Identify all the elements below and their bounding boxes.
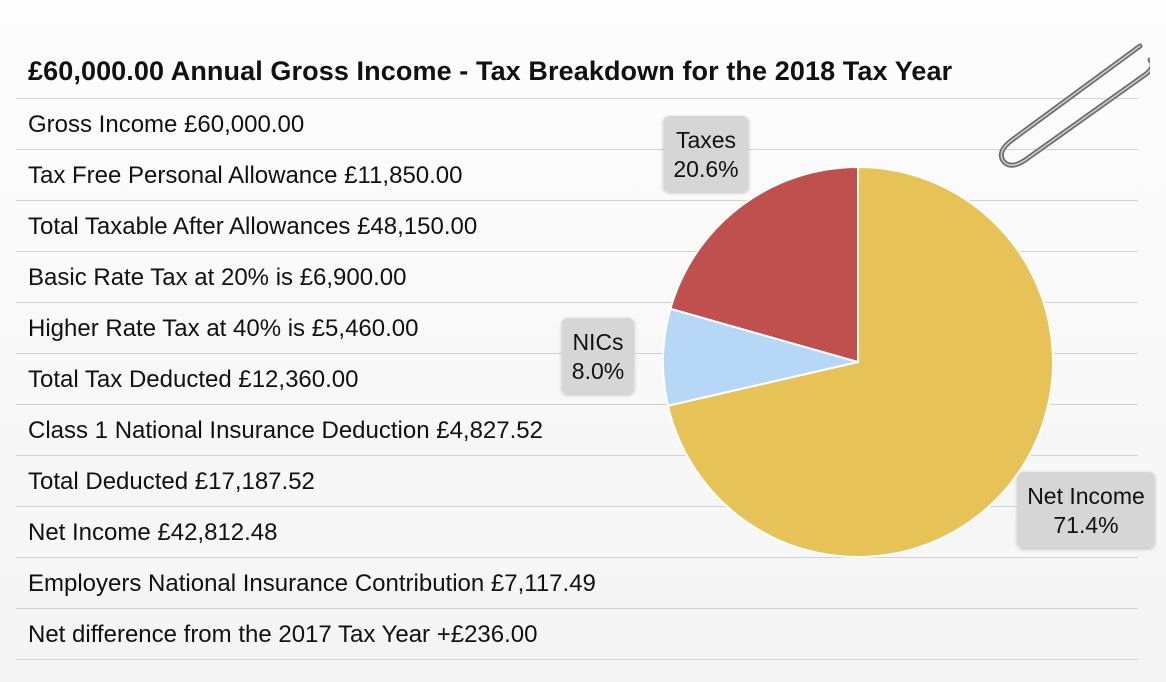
list-item: Total Deducted £17,187.52 [16, 456, 1138, 507]
list-item: Net Income £42,812.48 [16, 507, 1138, 558]
pie-slice-taxes [669, 165, 859, 364]
list-item: Total Taxable After Allowances £48,150.0… [16, 201, 1138, 252]
slice-label-value: 8.0% [572, 358, 624, 384]
data-label-nics: NICs 8.0% [561, 318, 635, 394]
slice-label-box [561, 318, 635, 394]
slice-label-value: 20.6% [673, 156, 738, 182]
slice-label-box [663, 116, 749, 192]
list-item: Basic Rate Tax at 20% is £6,900.00 [16, 252, 1138, 303]
slice-label-value: 71.4% [1053, 512, 1118, 538]
page-title: £60,000.00 Annual Gross Income - Tax Bre… [28, 56, 953, 86]
list-item: Employers National Insurance Contributio… [16, 558, 1138, 609]
pie-slice-net-income [666, 165, 1054, 558]
slice-label-name: NICs [572, 329, 623, 355]
list-item: Tax Free Personal Allowance £11,850.00 [16, 150, 1138, 201]
data-label-net-income: Net Income 71.4% [1017, 472, 1155, 548]
slice-label-name: Net Income [1027, 483, 1145, 509]
slice-label-name: Taxes [676, 127, 736, 153]
list-item: Class 1 National Insurance Deduction £4,… [16, 405, 1138, 456]
list-item: Total Tax Deducted £12,360.00 [16, 354, 1138, 405]
list-item: Gross Income £60,000.00 [16, 99, 1138, 150]
list-item: Net difference from the 2017 Tax Year +£… [16, 609, 1138, 660]
data-label-taxes: Taxes 20.6% [663, 116, 749, 192]
breakdown-list: Gross Income £60,000.00 Tax Free Persona… [16, 98, 1138, 660]
pie-slice-nics [662, 307, 859, 407]
slice-label-box [1017, 472, 1155, 548]
paperclip-icon [998, 43, 1150, 168]
